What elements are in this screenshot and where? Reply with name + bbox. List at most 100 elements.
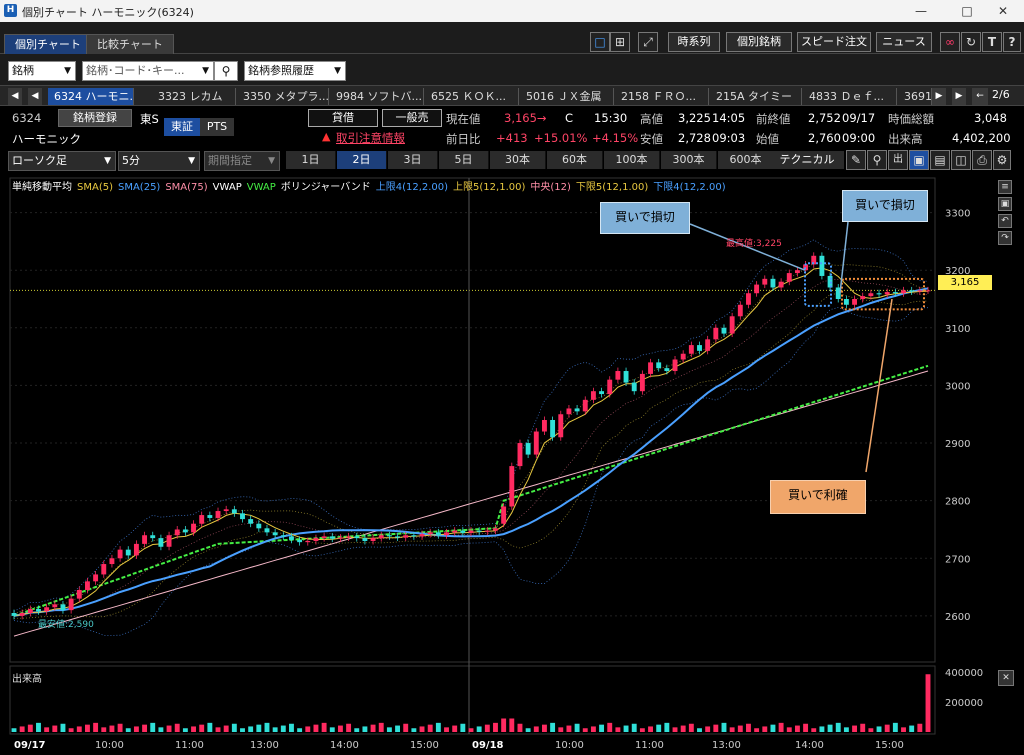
volume-toggle-icon[interactable]: 出 (888, 150, 908, 170)
search-type-select[interactable]: 銘柄 ▼ (8, 61, 76, 81)
technical-button[interactable]: テクニカル (770, 151, 844, 169)
candle (917, 290, 923, 292)
history-select[interactable]: 銘柄参照履歴 ▼ (244, 61, 346, 81)
caution-link[interactable]: 取引注意情報 (336, 131, 405, 145)
general-sell-badge: 一般売 (382, 109, 442, 127)
volume-bar (876, 726, 882, 732)
period-button[interactable]: 60本 (547, 151, 603, 169)
stock-tab[interactable]: 2158 ＦＲＯ... (615, 88, 709, 105)
chart-icon[interactable]: ▣ (909, 150, 929, 170)
link-icon[interactable]: ∞ (940, 32, 960, 52)
pts-tab[interactable]: PTS (200, 118, 234, 136)
volume-bar (125, 728, 131, 732)
undo-icon[interactable]: ↶ (998, 214, 1012, 228)
legend-item: VWAP (246, 182, 276, 193)
stock-tab[interactable]: 3350 メタプラ... (237, 88, 329, 105)
legend-item: VWAP (212, 182, 242, 193)
last-page-icon[interactable]: ▶ (952, 88, 966, 105)
candle (574, 408, 580, 412)
speed-order-button[interactable]: スピード注文 (797, 32, 871, 52)
volume-bar (664, 722, 670, 732)
redo-icon[interactable]: ↷ (998, 231, 1012, 245)
zoom-icon[interactable]: ⚲ (867, 150, 887, 170)
stock-tab[interactable]: 5016 ＪＸ金属 (520, 88, 614, 105)
volume-bar (403, 723, 409, 732)
volume-bar (746, 723, 751, 732)
close-icon[interactable]: ✕ (997, 4, 1009, 18)
bollinger-upper2 (13, 239, 929, 612)
search-type-label: 銘柄 (12, 64, 34, 77)
period-select[interactable]: 期間指定 ▼ (204, 151, 280, 171)
news-button[interactable]: ニュース (876, 32, 932, 52)
expand-icon[interactable]: ⤢ (638, 32, 658, 52)
tab-compare-chart[interactable]: 比較チャート (86, 34, 174, 54)
individual-stocks-button[interactable]: 個別銘柄 (726, 32, 792, 52)
chart-type-select[interactable]: ローソク足 ▼ (8, 151, 116, 171)
volume-bar (484, 724, 490, 732)
candle (166, 535, 172, 547)
callout-stop-loss-1: 買いで損切 (600, 202, 690, 234)
candle (142, 535, 148, 544)
search-icon[interactable]: ⚲ (214, 61, 238, 81)
tse-tab[interactable]: 東証 (164, 118, 200, 136)
volume-bar (11, 728, 17, 732)
tab-individual-chart[interactable]: 個別チャート (4, 34, 92, 54)
menu-icon[interactable]: ≡ (998, 180, 1012, 194)
minimize-icon[interactable]: — (915, 4, 927, 18)
print-icon[interactable]: ⎙ (972, 150, 992, 170)
stock-tab[interactable]: 9984 ソフトバ... (330, 88, 424, 105)
period-button[interactable]: 3日 (388, 151, 438, 169)
back-arrow-icon[interactable]: ← (972, 88, 988, 105)
stock-tab[interactable]: 215A タイミー (710, 88, 802, 105)
prev-icon[interactable]: ◀ (28, 88, 42, 105)
register-button[interactable]: 銘柄登録 (58, 109, 132, 127)
change-value: +413 (496, 131, 528, 145)
first-page-icon[interactable]: ◀ (8, 88, 22, 105)
stock-tab[interactable]: 6525 ＫＯＫ... (425, 88, 519, 105)
period-button[interactable]: 30本 (490, 151, 546, 169)
next-icon[interactable]: ▶ (932, 88, 946, 105)
period-button[interactable]: 100本 (604, 151, 660, 169)
candle (427, 532, 433, 535)
sma75-line (13, 370, 929, 637)
stock-tab[interactable]: 4833 Ｄｅｆ... (803, 88, 897, 105)
candle (256, 523, 262, 529)
lock-icon[interactable]: ▣ (998, 197, 1012, 211)
period-button[interactable]: 2日 (337, 151, 387, 169)
period-label: 期間指定 (208, 154, 252, 167)
volume-bar (182, 728, 188, 732)
help-icon[interactable]: ? (1003, 32, 1021, 52)
single-layout-icon[interactable]: □ (590, 32, 610, 52)
refresh-icon[interactable]: ↻ (961, 32, 981, 52)
timeseries-button[interactable]: 時系列 (668, 32, 720, 52)
stock-tab[interactable]: 6324 ハーモニ... (48, 88, 134, 105)
pencil-icon[interactable]: ✎ (846, 150, 866, 170)
volume-bar (240, 728, 245, 732)
stock-tab[interactable]: 3323 レカム (152, 88, 236, 105)
volume-bar (754, 728, 760, 732)
period-button[interactable]: 1日 (286, 151, 336, 169)
period-button[interactable]: 600本 (718, 151, 774, 169)
stock-tab[interactable]: 3691 (898, 88, 932, 105)
period-button[interactable]: 5日 (439, 151, 489, 169)
close-volume-icon[interactable]: ✕ (998, 670, 1014, 686)
candle (321, 536, 327, 539)
candle (582, 399, 588, 412)
text-icon[interactable]: T (982, 32, 1002, 52)
maximize-icon[interactable]: □ (961, 4, 973, 18)
interval-select[interactable]: 5分 ▼ (118, 151, 200, 171)
candle (182, 529, 188, 533)
bollinger-lower1 (14, 293, 929, 619)
price-chart[interactable]: 2600 2700 2800 2900 3000 3100 3200 3300 400000 2… (0, 172, 1024, 755)
candle (248, 519, 254, 524)
document-icon[interactable]: ▤ (930, 150, 950, 170)
volume-bar (639, 728, 645, 732)
folder-icon[interactable]: ◫ (951, 150, 971, 170)
grid-layout-icon[interactable]: ⊞ (610, 32, 630, 52)
volume-bar (93, 722, 99, 732)
volume-bar (207, 722, 213, 732)
search-input[interactable]: 銘柄･コード･キー... ▼ (82, 61, 214, 81)
volume-bar (811, 728, 817, 732)
period-button[interactable]: 300本 (661, 151, 717, 169)
settings-icon[interactable]: ⚙ (993, 150, 1011, 170)
